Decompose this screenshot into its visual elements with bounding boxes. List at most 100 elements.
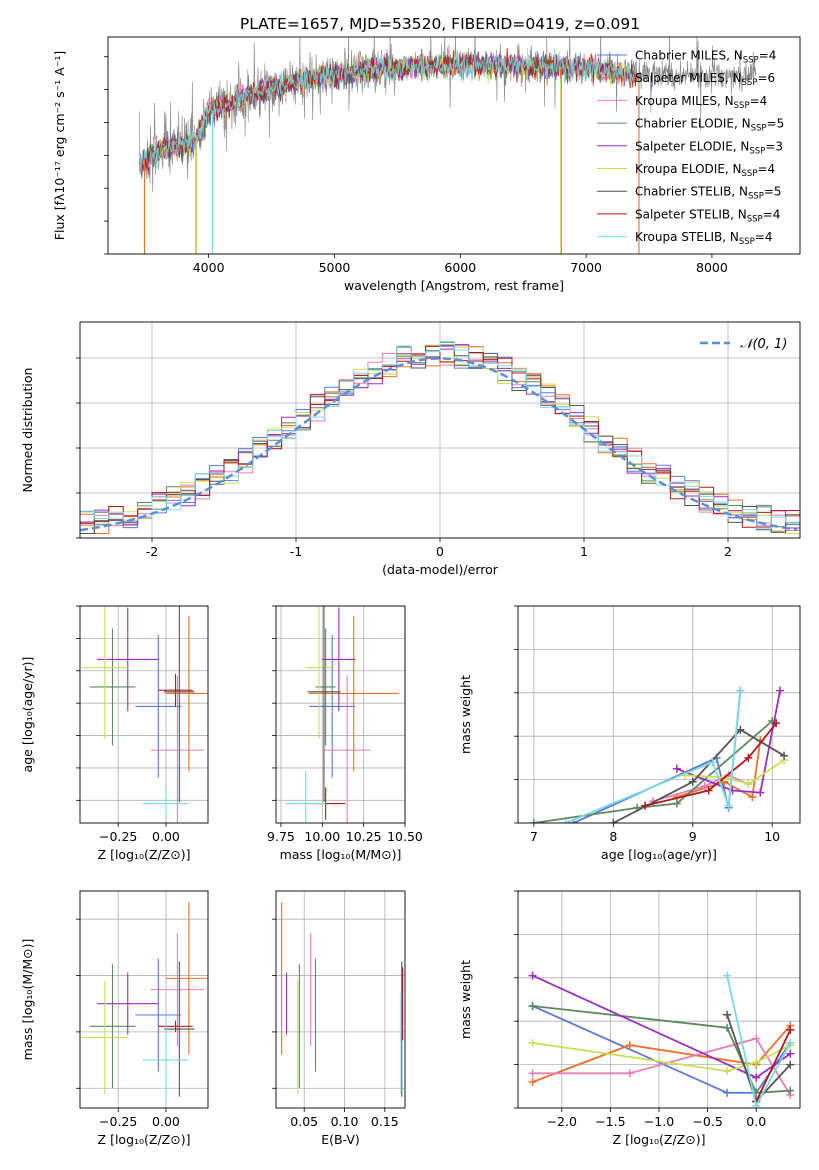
- data-point-marker: [625, 1069, 634, 1078]
- axes-frame: [107, 36, 801, 255]
- legend-text: Chabrier MILES, N: [635, 49, 743, 63]
- data-point-marker: [752, 1034, 761, 1043]
- y-axis-label: Flux [fλ10⁻¹⁷ erg cm⁻² s⁻¹ A⁻¹]: [52, 51, 67, 240]
- axes-frame: [79, 605, 209, 824]
- legend-text: Salpeter ELODIE, N: [635, 139, 749, 153]
- x-tick-label: 4000: [193, 260, 225, 275]
- x-tick-label: −2.0: [547, 1114, 577, 1129]
- data-point-marker: [724, 801, 733, 810]
- errorbar-point: [143, 1017, 189, 1103]
- x-tick-label: 1: [580, 544, 588, 559]
- legend-nssp: =6: [757, 71, 775, 85]
- errorbar-point: [81, 606, 128, 739]
- data-point-marker: [772, 719, 781, 728]
- errorbar-point: [307, 606, 341, 802]
- panel-mass_vs_Z: −0.25 0.00 Z [log₁₀(Z/Z⊙)] mass [log₁₀(M/M⊙…: [20, 890, 209, 1147]
- errorbar-point: [89, 628, 136, 746]
- data-point-marker: [672, 799, 681, 808]
- data-point-marker: [529, 819, 538, 823]
- data-point-marker: [528, 1069, 537, 1078]
- errorbar-point: [285, 771, 326, 823]
- data-point-marker: [528, 971, 537, 980]
- legend-text: Kroupa ELODIE, N: [635, 162, 742, 176]
- plot-area-spectrum: [139, 37, 757, 254]
- x-tick-label: 0: [436, 544, 444, 559]
- x-axis-label: E(B-V): [321, 1132, 360, 1147]
- legend-entry: Chabrier ELODIE, NSSP=5: [635, 117, 784, 134]
- series-line-chabrier-stelib: [612, 728, 785, 823]
- data-point-marker: [786, 1060, 795, 1069]
- x-tick-label: 0.05: [290, 1114, 318, 1129]
- data-point-marker: [786, 1086, 795, 1095]
- figure-title: PLATE=1657, MJD=53520, FIBERID=0419, z=0…: [240, 15, 640, 33]
- histogram-kroupa-stelib: [80, 341, 800, 529]
- errorbar-point: [309, 635, 356, 778]
- x-axis-label: wavelength [Angstrom, rest frame]: [344, 278, 564, 293]
- normal-curve: [80, 357, 798, 532]
- errorbar-point: [150, 675, 205, 823]
- y-axis-label: Normed distribution: [20, 368, 35, 493]
- errorbar-point: [135, 958, 182, 1072]
- panel-spectrum: 4000 5000 6000 7000 8000 wavelength [Angstrom…: [52, 36, 801, 293]
- errorbar-point: [322, 607, 356, 712]
- legend-subscript: SSP: [749, 146, 765, 156]
- x-tick-label: 8000: [696, 260, 728, 275]
- series-line-kroupa-stelib: [565, 690, 742, 823]
- series-line-kroupa-miles: [652, 774, 749, 803]
- plot-area-mass_vs_Z: [81, 902, 208, 1103]
- legend-text: Salpeter STELIB, N: [635, 207, 747, 221]
- x-tick-label: 8: [609, 829, 617, 844]
- axes-frame: [275, 890, 406, 1109]
- plot-area-mass_weight_vs_age: [529, 686, 789, 823]
- errorbar-point: [158, 1020, 193, 1032]
- x-tick-label: 10.25: [346, 829, 382, 844]
- data-point-marker: [528, 1077, 537, 1086]
- errorbar-point: [97, 972, 159, 1035]
- data-point-marker: [723, 971, 732, 980]
- x-tick-label: 10.00: [304, 829, 340, 844]
- plot-area-residuals: [80, 341, 800, 534]
- errorbar-point: [89, 964, 136, 1089]
- legend-nssp: =4: [757, 162, 775, 176]
- plot-area-age_vs_Z: [81, 606, 208, 823]
- model-spectrum-kroupa-stelib: [139, 48, 637, 174]
- data-point-marker: [700, 782, 709, 791]
- legend-nssp: =4: [750, 94, 768, 108]
- x-tick-label: 2: [724, 544, 732, 559]
- x-tick-label: −1.5: [595, 1114, 625, 1129]
- data-point-marker: [736, 725, 745, 734]
- errorbar-point: [165, 615, 208, 772]
- legend-entry: Chabrier STELIB, NSSP=5: [635, 185, 782, 202]
- x-tick-label: 9: [689, 829, 697, 844]
- series-line-kroupa-elodie: [532, 1042, 791, 1073]
- series-line-salpeter-miles: [676, 740, 762, 799]
- data-point-marker: [748, 792, 757, 801]
- errorbar-point: [164, 961, 195, 1097]
- data-point-marker: [641, 801, 650, 810]
- data-point-marker: [723, 1088, 732, 1097]
- panel-mass_weight_vs_Z: −2.0 −1.5 −1.0 −0.5 0.0 Z [log₁₀(Z/Z⊙)] mass w…: [458, 890, 801, 1147]
- data-point-marker: [736, 686, 745, 695]
- legend-nssp: =3: [765, 139, 783, 153]
- legend-subscript: SSP: [739, 237, 755, 247]
- legend-subscript: SSP: [734, 101, 750, 111]
- errorbar-point: [164, 606, 195, 802]
- legend-subscript: SSP: [747, 214, 763, 224]
- data-point-marker: [744, 779, 753, 788]
- panel-mass_vs_ebv: 0.05 0.10 0.15 E(B-V): [272, 890, 406, 1147]
- x-tick-label: −1.0: [644, 1114, 674, 1129]
- legend-entry: Kroupa ELODIE, NSSP=4: [635, 162, 775, 179]
- legend-entry: Salpeter ELODIE, NSSP=3: [635, 139, 783, 156]
- panel-age_vs_mass: 9.75 10.00 10.25 10.50 mass [log₁₀(M/M⊙)]: [267, 605, 423, 862]
- data-point-marker: [561, 819, 570, 823]
- y-axis-label: age [log₁₀(age/yr)]: [20, 657, 35, 773]
- plot-area-age_vs_mass: [285, 606, 399, 823]
- data-point-marker: [723, 1067, 732, 1076]
- x-tick-label: −0.25: [99, 829, 137, 844]
- data-point-marker: [752, 1101, 761, 1108]
- legend-entry: Salpeter MILES, NSSP=6: [635, 71, 775, 88]
- x-tick-label: 10.50: [387, 829, 423, 844]
- x-tick-label: 0.0: [746, 1114, 766, 1129]
- data-point-marker: [786, 1049, 795, 1058]
